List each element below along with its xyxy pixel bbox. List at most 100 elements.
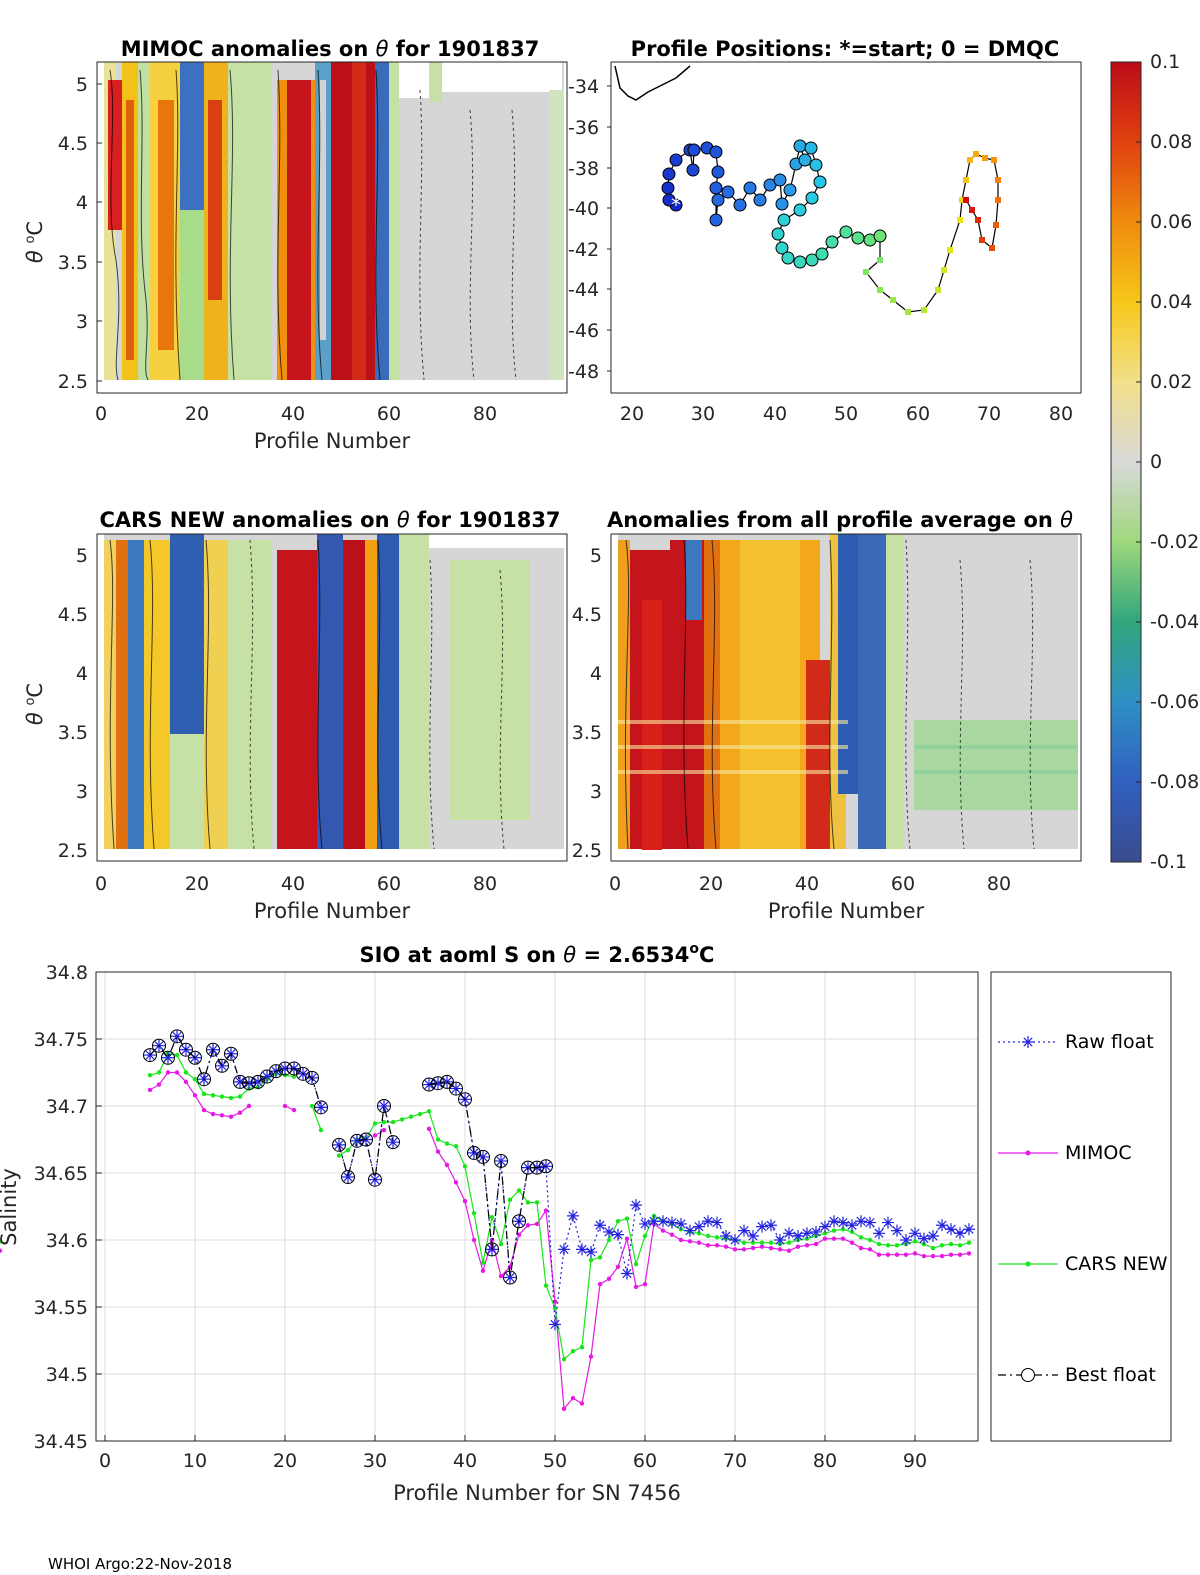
legend-box (990, 971, 1172, 1442)
best-float-point (179, 1042, 193, 1057)
profile-position-dmqc (711, 165, 725, 179)
profile-position-dmqc (687, 143, 701, 157)
mimoc-ytick: 4 (76, 192, 88, 214)
profile-position-dmqc (661, 181, 675, 195)
raw-float-point (765, 1219, 777, 1232)
allavg-ytick: 5 (590, 545, 602, 567)
profile-position (957, 217, 963, 223)
mimoc-point (741, 1247, 747, 1252)
legend-marker (1021, 1368, 1035, 1382)
mimoc-point (696, 1240, 702, 1245)
mimoc-point (948, 1252, 954, 1257)
raw-float-point (864, 1216, 876, 1229)
best-float-point (494, 1153, 508, 1168)
y-tick-label: 34.6 (46, 1230, 88, 1252)
profile-position-dmqc (809, 158, 823, 172)
mimoc-point (570, 1395, 576, 1401)
best-float-point (503, 1270, 517, 1285)
raw-float-point (909, 1227, 921, 1240)
profile-position-dmqc (793, 203, 807, 217)
x-tick-label: 60 (633, 1450, 657, 1472)
mimoc-point (615, 1264, 621, 1270)
salinity-axis-ticks: 0 10 20 30 40 50 60 70 80 90 34.8 34.75 34.7 34.65 34.… (34, 962, 928, 1472)
cars-new-point (462, 1164, 468, 1169)
raw-float-point (234, 1075, 246, 1088)
cars-ytick: 5 (76, 545, 88, 567)
mimoc-point (525, 1223, 531, 1228)
allavg-xticks: 0 20 40 60 80 (609, 873, 1011, 895)
profile-position (975, 217, 981, 223)
y-tick-label: 34.55 (34, 1297, 88, 1319)
mimoc-point (831, 1236, 837, 1241)
positions-xtick: 70 (977, 403, 1001, 425)
cars-new-point (714, 1235, 720, 1240)
x-tick-label: 10 (183, 1450, 207, 1472)
profile-position-dmqc (815, 247, 829, 261)
profile-position-dmqc (743, 181, 757, 195)
positions-xticks: 20 30 40 50 60 70 80 (620, 403, 1073, 425)
y-tick-label: 34.65 (34, 1163, 88, 1185)
float-track: * (661, 139, 1001, 315)
raw-float-point (576, 1243, 588, 1256)
allavg-xtick: 0 (609, 873, 621, 895)
y-tick-label: 34.7 (46, 1096, 88, 1118)
x-tick-label: 90 (903, 1450, 927, 1472)
cars-new-point (831, 1228, 837, 1233)
mimoc-point (912, 1251, 918, 1256)
colorbar-tick-label: -0.04 (1150, 611, 1199, 633)
legend-marker (1022, 1036, 1034, 1048)
mimoc-point (210, 1111, 216, 1117)
profile-position-dmqc (851, 231, 865, 245)
colorbar-tick-label: 0.02 (1150, 371, 1192, 393)
best-float-point (224, 1046, 238, 1061)
cars-new-point (768, 1240, 774, 1245)
positions-xtick: 20 (620, 403, 644, 425)
mimoc-point (714, 1243, 720, 1248)
best-float-point (206, 1042, 220, 1057)
cars-new-point (417, 1111, 423, 1117)
best-float-line (149, 1035, 322, 1108)
profile-position (935, 287, 941, 293)
raw-float-point (954, 1227, 966, 1240)
best-float-point (161, 1050, 175, 1065)
cars-new-point (930, 1245, 936, 1251)
cars-new-point (597, 1255, 603, 1260)
legend-label: CARS NEW (1065, 1253, 1168, 1275)
mimoc-point (876, 1252, 882, 1257)
mimoc-point (498, 1273, 504, 1279)
mimoc-point (0, 1248, 3, 1253)
profile-position (973, 151, 979, 157)
best-float-line (338, 1105, 394, 1180)
cars-new-point (561, 1357, 567, 1362)
cars-new-point (318, 1127, 324, 1133)
cars-axes-box (96, 533, 568, 862)
best-float-point (521, 1160, 535, 1175)
positions-ytick: -40 (568, 198, 599, 220)
best-float-point (485, 1242, 499, 1257)
mimoc-point (804, 1243, 810, 1248)
profile-position (863, 269, 869, 275)
mimoc-ylabel: θ oC (23, 221, 47, 263)
cars-new-point (948, 1241, 954, 1247)
mimoc-ytick: 3 (76, 311, 88, 333)
cars-new-point (867, 1237, 873, 1243)
profile-position (979, 237, 985, 243)
cars-new-point (615, 1219, 621, 1224)
salinity-title: SIO at aoml S on θ = 2.6534oC (360, 941, 715, 967)
cars-new-point (291, 1074, 297, 1079)
mimoc-heatmap (104, 62, 564, 381)
raw-float-point (162, 1051, 174, 1064)
best-float-point (341, 1170, 355, 1185)
cars-new-point (858, 1235, 864, 1240)
raw-float-point (252, 1075, 264, 1088)
raw-float-point (729, 1234, 741, 1246)
colorbar-tick-label: 0.1 (1150, 51, 1180, 73)
cars-xtick: 80 (473, 873, 497, 895)
mimoc-point (282, 1103, 288, 1109)
cars-new-point (516, 1188, 522, 1193)
best-float-point (386, 1135, 400, 1150)
cars-new-point (588, 1257, 594, 1263)
cars-xticks: 0 20 40 60 80 (95, 873, 497, 895)
profile-position-dmqc (733, 198, 747, 212)
best-float-point (242, 1076, 256, 1091)
